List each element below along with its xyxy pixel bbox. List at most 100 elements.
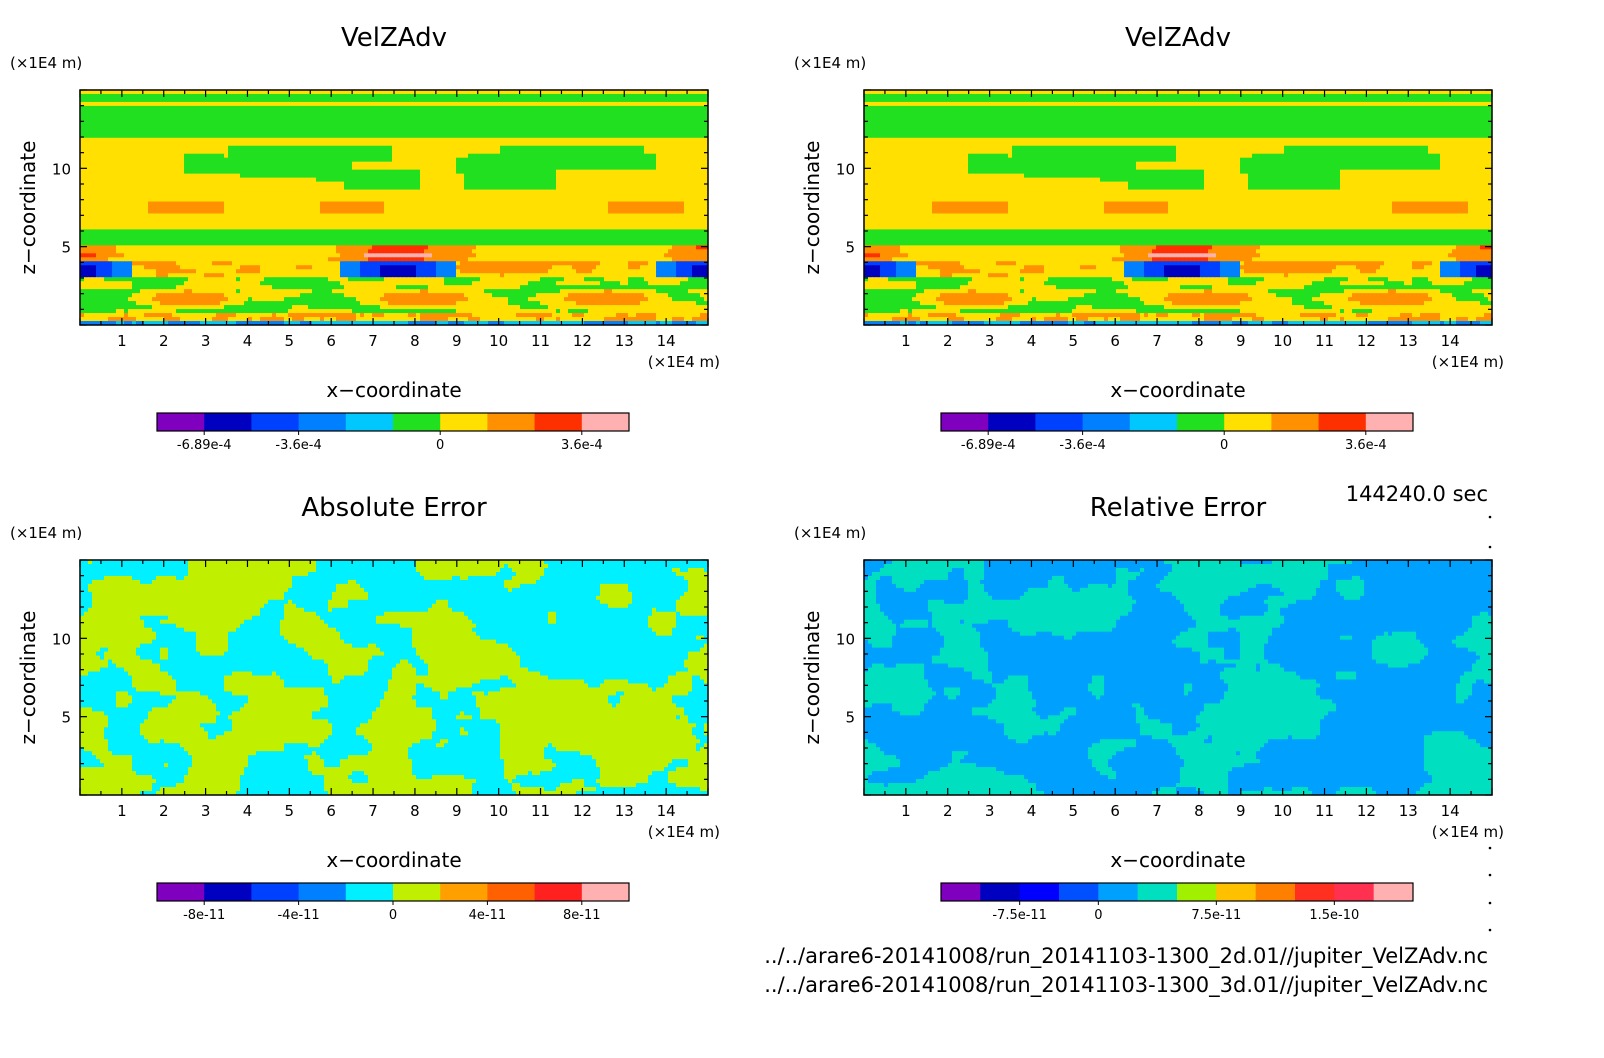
- heatmap-cell: [488, 105, 493, 111]
- heatmap-cell: [296, 173, 301, 179]
- heatmap-cell: [236, 149, 241, 155]
- heatmap-cell: [328, 181, 333, 187]
- heatmap-cell: [592, 173, 597, 179]
- heatmap-cell: [284, 101, 289, 107]
- heatmap-cell: [628, 105, 633, 111]
- heatmap-cell: [336, 165, 341, 171]
- heatmap-cell: [276, 153, 281, 159]
- heatmap-cell: [612, 145, 617, 151]
- heatmap-cell: [420, 129, 425, 135]
- heatmap-cell: [168, 109, 173, 115]
- heatmap-cell: [332, 177, 337, 183]
- heatmap-cell: [684, 105, 689, 111]
- heatmap-cell: [96, 105, 101, 111]
- heatmap-cell: [572, 209, 577, 215]
- heatmap-cell: [528, 205, 533, 211]
- heatmap-cell: [564, 117, 569, 123]
- heatmap-cell: [660, 173, 665, 179]
- heatmap-cell: [96, 109, 101, 115]
- heatmap-cell: [156, 181, 161, 187]
- heatmap-cell: [648, 201, 653, 207]
- heatmap-cell: [432, 105, 437, 111]
- heatmap-cell: [276, 193, 281, 199]
- heatmap-cell: [408, 205, 413, 211]
- heatmap-cell: [432, 165, 437, 171]
- heatmap-cell: [132, 177, 137, 183]
- heatmap-cell: [384, 157, 389, 163]
- heatmap-cell: [544, 153, 549, 159]
- heatmap-cell: [96, 121, 101, 127]
- heatmap-cell: [360, 97, 365, 103]
- heatmap-cell: [560, 129, 565, 135]
- heatmap-cell: [352, 101, 357, 107]
- heatmap-cell: [368, 153, 373, 159]
- heatmap-cell: [704, 157, 708, 163]
- heatmap-cell: [344, 133, 349, 139]
- heatmap-cell: [672, 105, 677, 111]
- heatmap-cell: [256, 121, 261, 127]
- heatmap-cell: [696, 161, 701, 167]
- heatmap-cell: [384, 121, 389, 127]
- heatmap-cell: [292, 121, 297, 127]
- heatmap-cell: [264, 197, 269, 203]
- heatmap-cell: [472, 177, 477, 183]
- heatmap-cell: [444, 113, 449, 119]
- heatmap-cell: [132, 125, 137, 131]
- heatmap-cell: [664, 109, 669, 115]
- heatmap-cell: [632, 90, 637, 95]
- heatmap-cell: [160, 149, 165, 155]
- heatmap-cell: [180, 113, 185, 119]
- heatmap-cell: [532, 153, 537, 159]
- heatmap-cell: [172, 133, 177, 139]
- heatmap-cell: [248, 209, 253, 215]
- heatmap-cell: [152, 105, 157, 111]
- heatmap-cell: [204, 197, 209, 203]
- heatmap-cell: [152, 201, 157, 207]
- heatmap-cell: [652, 113, 657, 119]
- heatmap-cell: [692, 209, 697, 215]
- heatmap-cell: [148, 185, 153, 191]
- heatmap-cell: [608, 189, 613, 195]
- heatmap-cell: [384, 133, 389, 139]
- heatmap-cell: [204, 121, 209, 127]
- heatmap-cell: [620, 105, 625, 111]
- heatmap-cell: [324, 177, 329, 183]
- heatmap-cell: [512, 133, 517, 139]
- heatmap-cell: [444, 129, 449, 135]
- heatmap-cell: [492, 213, 497, 219]
- heatmap-cell: [208, 193, 213, 199]
- heatmap-cell: [100, 97, 105, 103]
- heatmap-cell: [604, 149, 609, 155]
- heatmap-cell: [168, 205, 173, 211]
- heatmap-cell: [624, 90, 629, 95]
- heatmap-cell: [420, 201, 425, 207]
- heatmap-cell: [296, 201, 301, 207]
- heatmap-cell: [80, 201, 85, 207]
- heatmap-cell: [116, 185, 121, 191]
- heatmap-cell: [116, 201, 121, 207]
- heatmap-cell: [172, 93, 177, 99]
- heatmap-cell: [376, 189, 381, 195]
- heatmap-cell: [248, 125, 253, 131]
- heatmap-cell: [456, 90, 461, 95]
- heatmap-cell: [508, 125, 513, 131]
- heatmap-cell: [224, 157, 229, 163]
- heatmap-cell: [640, 197, 645, 203]
- heatmap-cell: [692, 157, 697, 163]
- heatmap-cell: [196, 129, 201, 135]
- heatmap-cell: [448, 197, 453, 203]
- heatmap-cell: [248, 161, 253, 167]
- heatmap-cell: [304, 193, 309, 199]
- heatmap-cell: [656, 113, 661, 119]
- heatmap-cell: [408, 197, 413, 203]
- heatmap-cell: [628, 109, 633, 115]
- heatmap-cell: [448, 193, 453, 199]
- heatmap-cell: [128, 197, 133, 203]
- heatmap-cell: [452, 181, 457, 187]
- heatmap-cell: [652, 137, 657, 143]
- heatmap-cell: [596, 133, 601, 139]
- heatmap-cell: [352, 213, 357, 219]
- heatmap-cell: [324, 125, 329, 131]
- heatmap-cell: [388, 205, 393, 211]
- heatmap-cell: [632, 93, 637, 99]
